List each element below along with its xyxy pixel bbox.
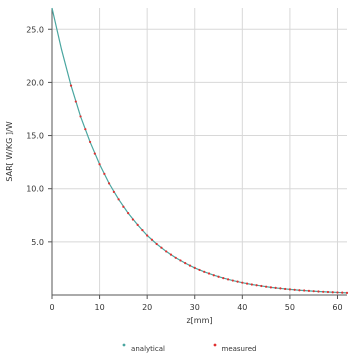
data-point-measured — [317, 290, 320, 293]
y-tick-label: 25.0 — [26, 25, 44, 34]
data-point-measured — [269, 286, 272, 289]
x-tick-label: 50 — [285, 303, 295, 312]
data-point-measured — [255, 284, 258, 287]
data-point-measured — [222, 276, 225, 280]
x-tick-label: 20 — [142, 303, 152, 312]
x-tick-label: 30 — [190, 303, 200, 312]
legend-label-measured: measured — [222, 345, 257, 353]
y-tick-label: 5.0 — [31, 238, 44, 247]
data-point-measured — [303, 289, 306, 292]
data-point-measured — [312, 290, 315, 293]
legend-marker-measured — [213, 343, 217, 347]
data-point-measured — [93, 152, 96, 155]
data-point-measured — [265, 285, 268, 288]
tick-labels: 0 10 20 30 40 50 60 5.0 10.0 15.0 20.0 25.0 — [26, 25, 342, 312]
data-point-measured — [345, 291, 349, 294]
data-point-measured — [136, 223, 139, 226]
data-point-measured — [231, 279, 234, 282]
data-point-measured — [279, 287, 282, 290]
data-point-measured — [341, 291, 344, 294]
data-point-measured — [174, 256, 177, 259]
data-point-measured — [98, 163, 101, 166]
data-point-measured — [217, 275, 220, 278]
y-tick-label: 15.0 — [26, 132, 44, 141]
series-layer — [51, 7, 349, 294]
data-point-measured — [326, 290, 330, 294]
data-point-measured — [150, 238, 154, 241]
data-point-measured — [260, 284, 263, 288]
data-point-measured — [331, 291, 334, 294]
y-tick-label: 10.0 — [26, 185, 44, 194]
data-point-measured — [88, 140, 92, 144]
data-point-measured — [107, 182, 111, 185]
data-point-measured — [74, 100, 77, 103]
y-tick-label: 20.0 — [26, 78, 44, 87]
data-point-measured — [322, 290, 325, 293]
data-point-measured — [112, 190, 115, 193]
data-point-measured — [146, 234, 149, 237]
data-point-measured — [298, 289, 301, 292]
data-point-measured — [288, 288, 292, 291]
legend-marker-analytical — [122, 343, 126, 347]
grid — [52, 8, 347, 295]
x-tick-label: 40 — [237, 303, 247, 312]
data-point-measured — [131, 218, 134, 221]
data-point-measured — [241, 281, 244, 284]
x-tick-label: 0 — [49, 303, 54, 312]
y-axis-title: SAR[ W/KG ]/W — [5, 121, 14, 181]
axes — [48, 8, 347, 299]
data-point-measured — [236, 280, 239, 283]
data-point-measured — [212, 274, 215, 277]
data-point-measured — [245, 282, 249, 285]
data-point-measured — [160, 246, 163, 249]
data-point-measured — [203, 270, 206, 273]
data-point-measured — [122, 205, 125, 208]
data-point-measured — [207, 272, 211, 275]
data-point-measured — [103, 172, 106, 175]
data-point-measured — [127, 212, 130, 215]
x-tick-label: 60 — [332, 303, 342, 312]
legend-label-analytical: analytical — [131, 345, 165, 353]
data-point-measured — [336, 291, 339, 294]
data-point-measured — [250, 283, 253, 286]
legend: analytical measured — [122, 343, 257, 353]
data-point-measured — [188, 264, 192, 267]
x-axis-title: z[mm] — [186, 316, 212, 325]
data-point-measured — [155, 242, 158, 246]
data-point-measured — [69, 84, 73, 87]
data-point-measured — [117, 198, 120, 201]
data-point-measured — [141, 229, 144, 232]
data-point-measured — [184, 262, 187, 265]
data-point-measured — [165, 250, 168, 253]
data-point-measured — [293, 288, 296, 291]
data-point-measured — [307, 289, 311, 292]
data-point-measured — [169, 253, 173, 256]
data-point-measured — [274, 286, 277, 289]
series-line-analytical — [51, 7, 348, 294]
data-point-measured — [226, 278, 230, 281]
data-point-measured — [179, 259, 182, 262]
x-tick-label: 10 — [94, 303, 104, 312]
data-point-measured — [193, 266, 196, 269]
data-point-measured — [284, 287, 287, 291]
data-point-measured — [79, 115, 82, 118]
data-point-measured — [84, 128, 87, 131]
data-point-measured — [198, 268, 201, 272]
